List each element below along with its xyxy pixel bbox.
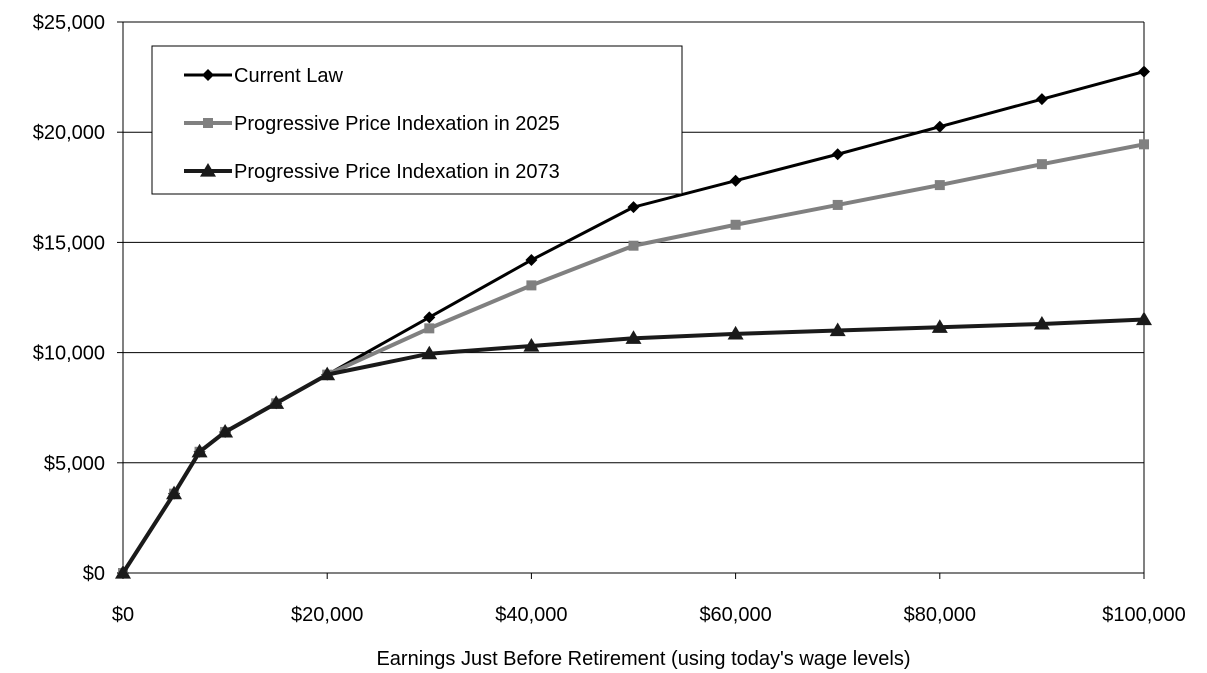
- data-point-diamond: [627, 201, 640, 214]
- data-point-triangle: [1136, 311, 1152, 326]
- data-point-triangle: [319, 366, 336, 381]
- legend-marker-triangle: [200, 163, 216, 177]
- x-tick-label: $40,000: [495, 604, 567, 626]
- data-point-triangle: [421, 345, 438, 360]
- legend-marker-square: [203, 118, 213, 128]
- data-point-triangle: [191, 443, 208, 458]
- data-point-square: [730, 219, 741, 230]
- y-tick-label: $0: [83, 563, 105, 585]
- x-tick-label: $80,000: [904, 604, 976, 626]
- x-tick-label: $20,000: [291, 604, 363, 626]
- data-point-triangle: [217, 423, 234, 438]
- data-point-triangle: [166, 485, 183, 500]
- data-point-triangle: [268, 395, 285, 409]
- series-line: [121, 317, 1145, 575]
- x-tick-label: $60,000: [699, 604, 771, 626]
- legend: Current Law Progressive Price Indexation …: [151, 45, 683, 195]
- legend-box: [151, 45, 683, 195]
- data-point-triangle: [829, 322, 846, 337]
- y-tick-label: $20,000: [33, 122, 105, 144]
- data-point-diamond: [831, 148, 844, 161]
- x-tick-label: $0: [112, 604, 134, 626]
- data-point-triangle: [625, 330, 642, 344]
- x-axis-title: Earnings Just Before Retirement (using t…: [376, 648, 910, 670]
- series-ppi-2073: [115, 311, 1152, 579]
- legend-label: Progressive Price Indexation in 2073: [234, 161, 560, 183]
- data-point-triangle: [523, 337, 540, 352]
- data-point-square: [628, 240, 639, 251]
- y-tick-label: $25,000: [33, 12, 105, 34]
- data-point-triangle: [727, 325, 744, 340]
- data-point-square: [1036, 159, 1047, 170]
- y-tick-labels: $0 $5,000 $10,000 $15,000 $20,000 $25,000: [33, 12, 105, 585]
- data-point-square: [526, 280, 537, 291]
- data-point-diamond: [423, 311, 436, 324]
- data-point-diamond: [729, 174, 742, 187]
- y-tick-label: $10,000: [33, 343, 105, 365]
- data-point-triangle: [931, 319, 948, 333]
- legend-label: Current Law: [234, 65, 343, 87]
- data-point-triangle: [115, 565, 131, 579]
- x-tick-label: $100,000: [1102, 604, 1185, 626]
- y-tick-label: $15,000: [33, 232, 105, 254]
- data-point-diamond: [1138, 65, 1150, 78]
- x-tick-labels: $0 $20,000 $40,000 $60,000 $80,000 $100,000: [112, 604, 1186, 626]
- data-point-diamond: [933, 120, 946, 133]
- data-point-square: [934, 180, 945, 191]
- data-point-square: [424, 323, 435, 334]
- data-point-diamond: [525, 254, 538, 267]
- data-point-diamond: [1035, 93, 1048, 106]
- data-point-triangle: [1033, 315, 1050, 330]
- series-layer: [115, 65, 1152, 579]
- legend-label: Progressive Price Indexation in 2025: [234, 113, 560, 135]
- legend-marker-diamond: [202, 69, 214, 81]
- axes: [117, 21, 1145, 579]
- y-tick-label: $5,000: [44, 453, 105, 475]
- data-point-square: [832, 199, 843, 210]
- data-point-square: [1139, 139, 1149, 150]
